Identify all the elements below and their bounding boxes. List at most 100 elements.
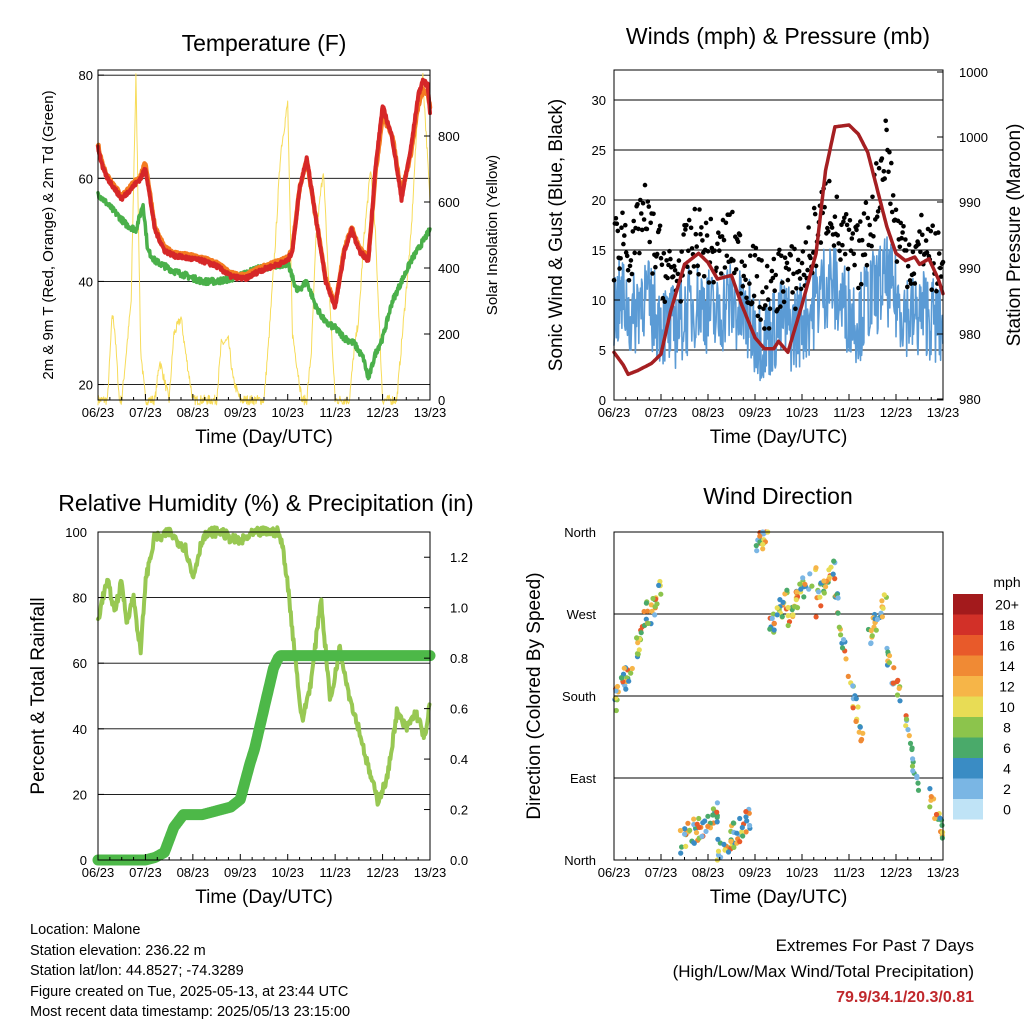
- gust-point: [629, 271, 635, 277]
- y-tick-label: 25: [592, 143, 606, 158]
- gust-point: [704, 233, 710, 238]
- gust-point: [754, 274, 760, 279]
- gust-point: [790, 290, 795, 295]
- direction-point: [836, 624, 842, 630]
- legend-label: 14: [999, 658, 1015, 674]
- direction-point: [760, 546, 766, 552]
- y-tick-label: 40: [79, 274, 93, 289]
- gust-point: [889, 209, 895, 215]
- direction-point: [743, 829, 749, 835]
- gust-point: [792, 246, 797, 252]
- direction-point: [691, 816, 697, 822]
- gust-point: [908, 281, 914, 286]
- x-tick-label: 10/23: [271, 865, 304, 880]
- x-tick-label: 10/23: [786, 405, 819, 420]
- y2-tick-label: 0.2: [450, 803, 468, 818]
- direction-point: [635, 651, 641, 657]
- direction-point: [853, 718, 859, 725]
- y2-tick-label: 990: [959, 195, 981, 210]
- location-text: Location: Malone: [30, 922, 141, 938]
- gust-point: [712, 248, 717, 253]
- x-tick-label: 07/23: [129, 865, 162, 880]
- direction-point: [731, 844, 737, 851]
- gust-point: [785, 277, 791, 283]
- legend-label: 20+: [995, 596, 1019, 612]
- gust-point: [893, 207, 899, 213]
- latlon-text: Station lat/lon: 44.8527; -74.3289: [30, 963, 244, 979]
- direction-point: [817, 594, 823, 600]
- gust-point: [851, 251, 856, 257]
- gust-point: [782, 255, 788, 260]
- gust-point: [811, 205, 817, 211]
- gust-point: [806, 225, 811, 230]
- direction-point: [835, 595, 841, 601]
- legend-swatch: [953, 778, 983, 799]
- direction-point: [699, 833, 705, 839]
- gust-point: [681, 232, 686, 237]
- extremes-subheading: (High/Low/Max Wind/Total Precipitation): [672, 962, 974, 981]
- gust-point: [938, 274, 944, 279]
- gust-point: [623, 222, 628, 228]
- gust-point: [855, 223, 860, 228]
- gust-point: [688, 225, 694, 231]
- gust-point: [722, 265, 728, 270]
- gust-point: [684, 222, 689, 228]
- direction-point: [658, 591, 664, 597]
- gust-point: [748, 253, 753, 258]
- direction-point: [928, 794, 934, 800]
- y-tick-label: 0: [599, 393, 606, 408]
- gust-point: [929, 287, 934, 293]
- gust-point: [661, 251, 667, 256]
- gust-point: [694, 244, 699, 249]
- gust-point: [777, 247, 782, 253]
- y-tick-label: 20: [73, 787, 87, 802]
- direction-point: [683, 843, 689, 850]
- gust-point: [858, 219, 863, 224]
- gust-point: [916, 241, 921, 247]
- gust-point: [889, 160, 894, 166]
- direction-point: [869, 633, 875, 639]
- gust-point: [617, 266, 622, 271]
- direction-point: [780, 599, 786, 606]
- legend-swatch: [953, 635, 983, 656]
- direction-point: [634, 635, 640, 641]
- direction-point: [793, 597, 799, 603]
- gust-point: [766, 326, 772, 331]
- direction-point: [915, 787, 922, 793]
- gust-point: [731, 258, 736, 263]
- gust-point: [762, 326, 767, 331]
- direction-point: [879, 614, 886, 620]
- direction-point: [894, 678, 900, 685]
- gust-point: [779, 253, 784, 259]
- gust-point: [797, 276, 803, 281]
- gust-point: [679, 249, 684, 254]
- direction-point: [682, 831, 688, 837]
- y-tick-label: 60: [79, 171, 93, 186]
- gust-point: [850, 231, 856, 236]
- legend-label: 10: [999, 699, 1015, 715]
- legend-swatch: [953, 614, 983, 635]
- direction-point: [853, 696, 859, 702]
- temperature-title: Temperature (F): [182, 30, 347, 56]
- direction-point: [643, 616, 649, 622]
- gust-point: [801, 272, 807, 278]
- gust-point: [697, 207, 702, 212]
- y2-tick-label: 980: [959, 392, 981, 407]
- gust-point: [800, 249, 806, 254]
- gust-point: [631, 218, 636, 224]
- x-tick-label: 13/23: [414, 865, 447, 880]
- gust-point: [788, 253, 793, 258]
- gust-point: [841, 219, 846, 225]
- pressure-series: [612, 123, 945, 377]
- gust-point: [861, 211, 867, 216]
- gust-point: [864, 262, 870, 268]
- gust-point: [781, 299, 787, 305]
- gust-point: [780, 289, 786, 294]
- direction-point: [897, 698, 903, 704]
- direction-point: [613, 707, 619, 714]
- y2-tick-label: 1000: [959, 65, 988, 80]
- direction-point: [823, 584, 829, 590]
- gust-point: [812, 211, 818, 217]
- created-text: Figure created on Tue, 2025-05-13, at 23…: [30, 983, 349, 1000]
